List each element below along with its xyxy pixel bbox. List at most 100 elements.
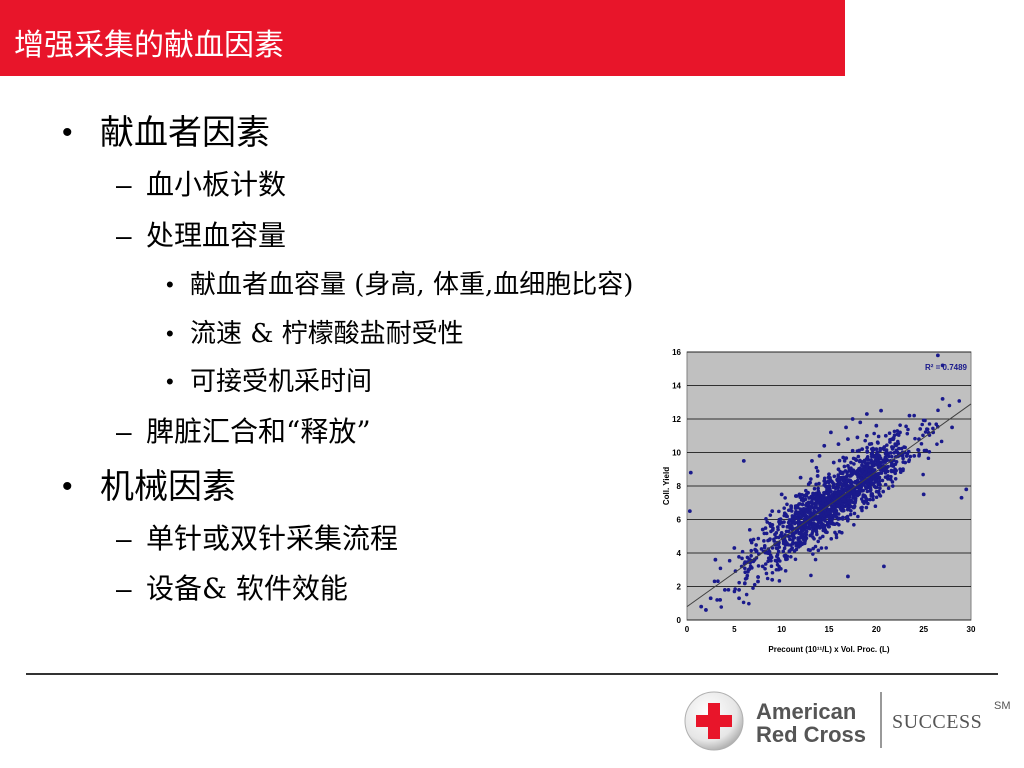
data-point xyxy=(870,481,874,486)
data-point xyxy=(768,524,773,529)
data-point xyxy=(816,539,820,544)
data-point xyxy=(927,422,932,426)
data-point xyxy=(756,564,761,568)
data-point xyxy=(744,592,749,597)
data-point xyxy=(766,556,771,560)
data-point xyxy=(782,506,786,510)
data-point xyxy=(821,534,825,539)
data-point xyxy=(789,509,794,513)
data-point xyxy=(836,467,841,472)
data-point xyxy=(814,482,818,487)
data-point xyxy=(812,492,817,497)
y-tick-label: 2 xyxy=(677,583,682,592)
data-point xyxy=(890,454,894,459)
data-point xyxy=(781,524,785,529)
data-point xyxy=(794,547,799,552)
data-point xyxy=(774,535,778,540)
data-point xyxy=(852,462,856,466)
data-point xyxy=(843,498,847,503)
data-point xyxy=(920,422,925,427)
data-point xyxy=(811,552,815,556)
data-point xyxy=(881,460,885,465)
data-point xyxy=(812,524,817,529)
data-point xyxy=(784,514,789,519)
data-point xyxy=(849,492,853,496)
data-point xyxy=(813,544,818,549)
data-point xyxy=(855,469,860,473)
data-point xyxy=(820,495,825,499)
data-point xyxy=(844,484,848,488)
data-point xyxy=(905,431,910,436)
data-point xyxy=(800,502,805,507)
data-point xyxy=(834,532,839,537)
data-point xyxy=(908,454,913,459)
bullet-text: 血小板计数 xyxy=(146,168,287,201)
data-point xyxy=(744,576,749,581)
data-point xyxy=(813,557,818,562)
data-point xyxy=(861,488,865,493)
program-name: SUCCESS xyxy=(892,711,983,733)
data-point xyxy=(795,503,799,508)
data-point xyxy=(838,490,842,494)
data-point xyxy=(927,449,932,454)
data-point xyxy=(781,549,786,554)
data-point xyxy=(827,493,831,498)
data-point xyxy=(865,445,869,450)
data-point xyxy=(847,474,852,478)
data-point xyxy=(886,474,890,478)
data-point xyxy=(799,515,804,520)
data-point xyxy=(747,601,751,606)
data-point xyxy=(874,423,879,428)
data-point xyxy=(812,517,816,522)
x-tick-label: 15 xyxy=(825,625,834,634)
bullet-mark: • xyxy=(62,470,73,503)
data-point xyxy=(798,525,803,530)
data-point xyxy=(827,515,831,519)
logo-line-2: Red Cross xyxy=(756,722,867,747)
data-point xyxy=(876,489,881,494)
data-point xyxy=(881,489,886,494)
data-point xyxy=(762,539,766,543)
data-point xyxy=(760,527,765,532)
data-point xyxy=(746,567,751,572)
data-point xyxy=(876,475,881,479)
data-point xyxy=(803,537,808,542)
data-point xyxy=(868,461,873,465)
data-point xyxy=(737,580,741,585)
data-point xyxy=(726,588,731,592)
data-point xyxy=(768,513,773,517)
bullet-mark: • xyxy=(62,116,73,149)
data-point xyxy=(824,546,828,550)
data-point xyxy=(779,492,784,497)
data-point xyxy=(860,447,865,452)
data-point xyxy=(719,605,724,609)
data-point xyxy=(875,472,880,476)
data-point xyxy=(802,518,807,522)
data-point xyxy=(840,530,844,535)
data-point xyxy=(796,512,801,517)
data-point xyxy=(882,564,886,569)
data-point xyxy=(899,446,904,451)
data-point xyxy=(892,433,897,438)
data-point xyxy=(889,468,894,473)
data-point xyxy=(831,460,836,465)
data-point xyxy=(855,478,860,483)
data-point xyxy=(898,430,902,435)
data-point xyxy=(855,489,860,494)
data-point xyxy=(868,489,873,493)
data-point xyxy=(774,531,779,535)
data-point xyxy=(778,517,783,521)
data-point xyxy=(836,517,841,521)
data-point xyxy=(753,547,758,552)
data-point xyxy=(786,529,791,534)
data-point xyxy=(898,467,902,471)
data-point xyxy=(890,484,895,488)
bullet-mark: • xyxy=(166,272,174,297)
data-point xyxy=(782,511,787,515)
y-tick-label: 16 xyxy=(672,348,681,357)
data-point xyxy=(883,451,888,456)
data-point xyxy=(814,465,819,470)
data-point xyxy=(888,477,893,482)
data-point xyxy=(751,537,756,542)
data-point xyxy=(740,549,745,554)
